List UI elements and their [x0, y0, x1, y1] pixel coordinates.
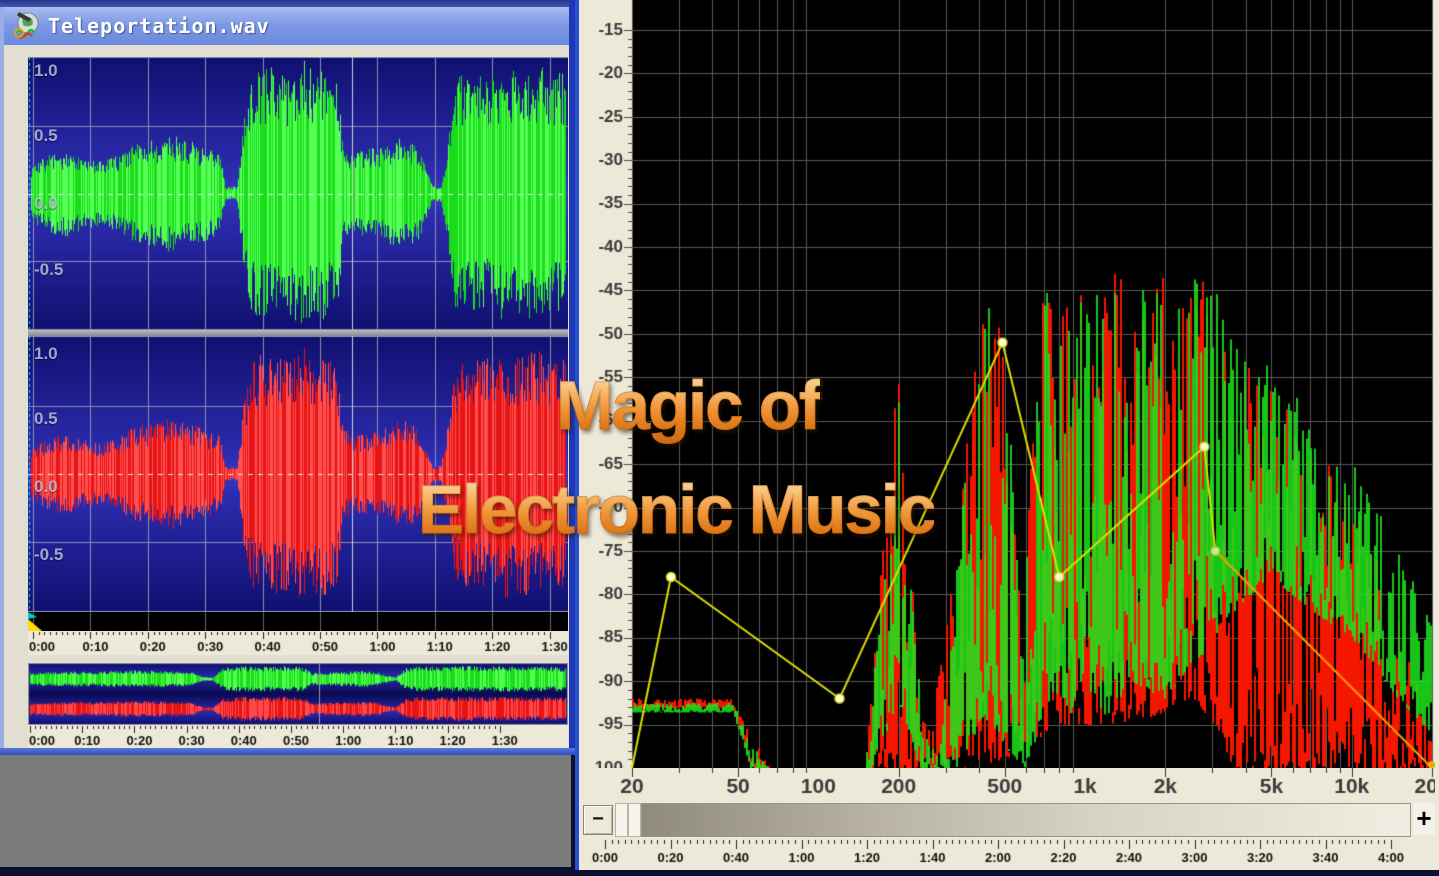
waveform-channel-left-canvas[interactable] [28, 57, 568, 330]
amplitude-tick-label: 0.5 [34, 126, 58, 145]
zoom-scrollbar-row: − + [579, 800, 1435, 838]
amplitude-tick-label: 0.5 [34, 409, 58, 428]
playback-time-ruler [579, 838, 1435, 870]
zoom-in-button[interactable]: + [1413, 803, 1435, 835]
amplitude-tick-label: 0.0 [34, 194, 58, 213]
amplitude-tick-label: 1.0 [34, 344, 58, 363]
spectrum-analyzer-window: − + [575, 0, 1439, 870]
empty-workspace-area [0, 755, 571, 867]
zoom-out-button[interactable]: − [583, 805, 613, 835]
window-title: Teleportation.wav [48, 14, 270, 38]
window-top-border [0, 0, 575, 7]
overview-time-ruler [28, 725, 568, 748]
waveform-editor-window: Teleportation.wav 1.0 0.5 0.0 -0.5 1.0 0.5 0.… [0, 0, 575, 755]
overview-waveform-canvas[interactable] [28, 663, 568, 725]
window-left-border [575, 0, 579, 870]
main-time-ruler [28, 631, 568, 655]
window-left-border [0, 7, 4, 755]
scroll-cell-2[interactable] [628, 803, 641, 837]
amplitude-tick-label: 0.0 [34, 477, 58, 496]
amplitude-tick-label: 1.0 [34, 61, 58, 80]
window-bottom-border [0, 748, 575, 755]
cursor-marker-strip[interactable] [28, 612, 568, 631]
frequency-axis-ruler [579, 768, 1435, 800]
goldwave-app-icon[interactable] [12, 11, 42, 41]
overlay-title-line2: Electronic Music [417, 471, 936, 549]
amplitude-tick-label: -0.5 [34, 260, 64, 279]
scroll-track[interactable] [641, 803, 1411, 837]
amplitude-tick-label: -0.5 [34, 545, 64, 564]
window-right-border [569, 0, 575, 755]
overlay-title-line1: Magic of [556, 367, 823, 445]
spectrum-plot-canvas [579, 0, 1435, 768]
waveform-channel-right-canvas[interactable] [28, 336, 568, 612]
channel-divider[interactable] [28, 330, 568, 336]
scroll-cell-1[interactable] [615, 803, 628, 837]
window-title-bar[interactable]: Teleportation.wav [4, 7, 569, 45]
